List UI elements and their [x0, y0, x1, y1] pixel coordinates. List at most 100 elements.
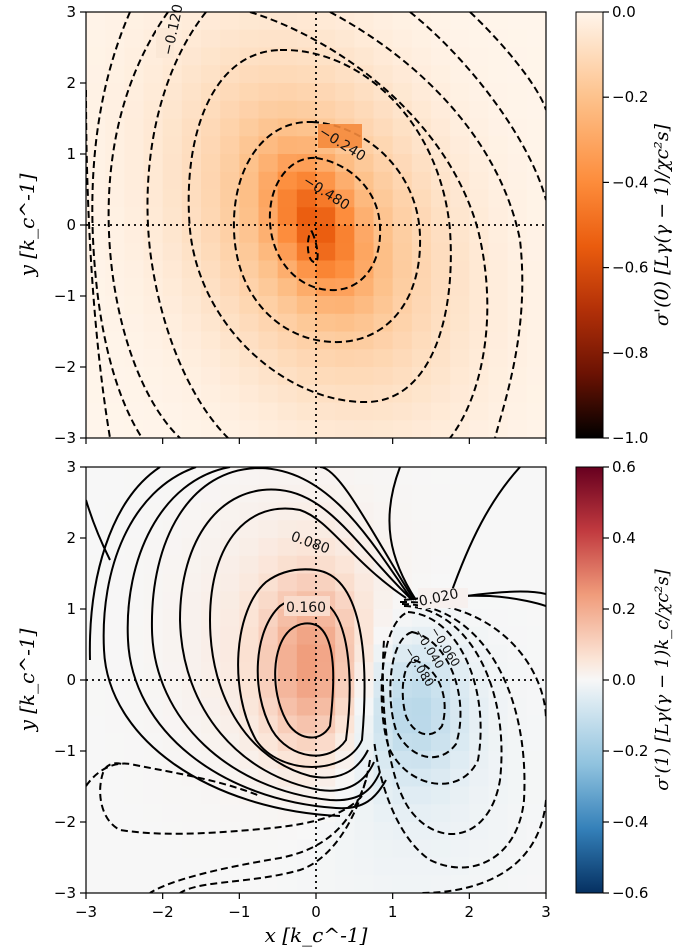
heat-cell — [373, 520, 394, 539]
heat-cell — [181, 171, 202, 191]
heat-cell — [181, 384, 202, 404]
heat-cell — [526, 857, 546, 876]
contour-bottom-p3 — [237, 568, 366, 768]
heat-cell — [354, 296, 375, 315]
heat-cell — [296, 225, 317, 244]
heat-cell — [143, 768, 164, 788]
heat-cell — [526, 555, 546, 575]
heat-cell — [354, 822, 375, 841]
heat-cell — [411, 467, 432, 486]
heat-cell — [277, 538, 298, 557]
heat-cell — [450, 875, 470, 893]
heat-cell — [354, 100, 375, 120]
heat-cell — [392, 384, 413, 404]
heat-cell — [392, 367, 413, 386]
heat-cell — [450, 100, 470, 120]
heat-cell — [220, 384, 240, 404]
contour-bottom-n4 — [381, 605, 503, 835]
heat-cell — [220, 555, 240, 575]
heat-cell — [392, 47, 413, 66]
heat-cell — [526, 29, 546, 49]
heat-cell — [507, 29, 528, 49]
heat-cell — [162, 189, 183, 208]
heat-cell — [526, 242, 546, 262]
heat-cell — [239, 65, 260, 84]
heat-cell — [277, 171, 298, 191]
heat-cell — [411, 207, 432, 226]
heat-cell — [258, 538, 279, 557]
heat-cell — [181, 751, 202, 770]
heat-cell — [335, 313, 355, 333]
heat-cell — [124, 502, 145, 521]
heat-cell — [181, 118, 202, 137]
heat-cell — [86, 839, 106, 859]
heat-cell — [507, 662, 528, 681]
heat-cell — [488, 296, 509, 315]
heat-cell — [124, 136, 145, 155]
heat-cell — [296, 136, 317, 155]
heat-cell — [124, 83, 145, 102]
heat-cell — [277, 136, 298, 155]
heat-cell — [220, 171, 240, 191]
heat-cell — [143, 733, 164, 752]
heat-cell — [335, 857, 355, 876]
heat-cell — [526, 751, 546, 770]
heat-cell — [296, 12, 317, 31]
heat-cell — [431, 822, 451, 841]
heat-cell — [488, 65, 509, 84]
heat-cell — [507, 555, 528, 575]
heat-cell — [507, 520, 528, 539]
heat-cell — [488, 12, 509, 31]
heat-cell — [201, 189, 221, 208]
heat-cell — [124, 349, 145, 368]
colorbar-bottom: 0.6 0.4 0.2 0.0 −0.2 −0.4 −0.6 σ'(1) [Lγ(γ − 1… — [575, 458, 673, 902]
heat-cell — [258, 420, 279, 438]
ticks-top: −3 −2 −1 0 1 2 3 — [54, 3, 547, 447]
heat-cell — [469, 502, 490, 521]
heat-cell — [411, 420, 432, 438]
heat-cell — [258, 680, 279, 699]
heat-cell — [220, 680, 240, 699]
heat-cell — [507, 609, 528, 628]
heat-cell — [526, 384, 546, 404]
heat-cell — [105, 484, 125, 504]
heat-cell — [201, 367, 221, 386]
heat-cell — [469, 520, 490, 539]
heat-cell — [526, 313, 546, 333]
heat-cell — [469, 538, 490, 557]
heat-cell — [162, 100, 183, 120]
heat-cell — [239, 171, 260, 191]
heat-cell — [411, 609, 432, 628]
colorbar-tick-label: 0.0 — [612, 3, 636, 21]
heat-cell — [201, 118, 221, 137]
heat-cell — [392, 420, 413, 438]
heat-cell — [86, 420, 106, 438]
heat-cell — [392, 225, 413, 244]
heat-cell — [450, 29, 470, 49]
heat-cell — [335, 29, 355, 49]
ylabel-top: y [k_c^-1] — [15, 173, 39, 277]
heat-cell — [220, 697, 240, 717]
heat-cell — [488, 313, 509, 333]
heat-cell — [86, 12, 106, 31]
heat-cell — [181, 839, 202, 859]
heat-cell — [162, 875, 183, 893]
contour-bottom-p8 — [102, 467, 417, 817]
heat-cell — [162, 733, 183, 752]
heat-cell — [316, 260, 336, 279]
heat-cell — [220, 83, 240, 102]
colorbar-tick-label: −0.4 — [612, 173, 648, 191]
heat-cell — [105, 626, 125, 646]
heat-cell — [469, 136, 490, 155]
heat-cell — [373, 12, 394, 31]
heat-cell — [296, 171, 317, 191]
heat-cell — [392, 733, 413, 752]
heat-cell — [431, 225, 451, 244]
heat-cell — [411, 502, 432, 521]
heat-cell — [105, 313, 125, 333]
heat-cell — [335, 420, 355, 438]
heat-cell — [373, 349, 394, 368]
heat-cell — [488, 189, 509, 208]
heat-cell — [239, 733, 260, 752]
heat-cell — [411, 644, 432, 663]
